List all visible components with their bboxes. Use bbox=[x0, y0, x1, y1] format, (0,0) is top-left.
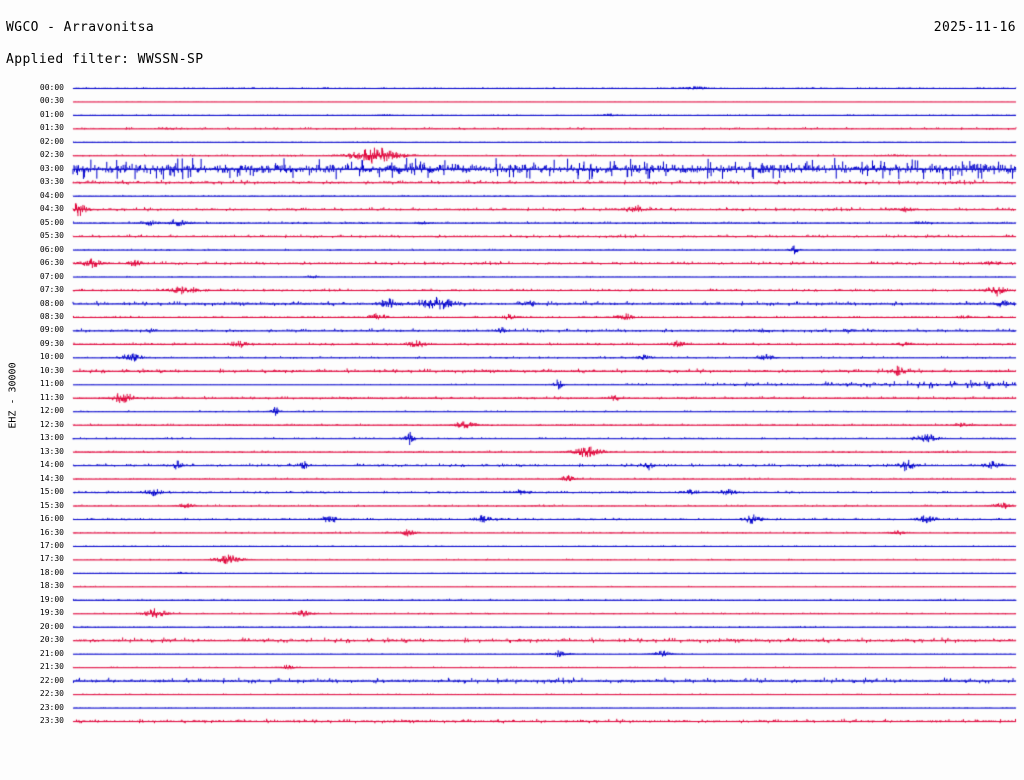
time-tick-label: 03:30 bbox=[39, 177, 64, 187]
time-tick-label: 00:30 bbox=[39, 96, 64, 106]
time-tick-label: 09:30 bbox=[39, 338, 64, 348]
time-tick-label: 15:00 bbox=[39, 487, 64, 497]
time-tick-label: 00:00 bbox=[39, 83, 64, 92]
time-tick-label: 18:00 bbox=[39, 567, 64, 577]
time-tick-label: 07:00 bbox=[39, 271, 64, 281]
time-tick-label: 11:00 bbox=[39, 379, 64, 389]
time-tick-label: 09:00 bbox=[39, 325, 64, 335]
time-tick-label: 19:00 bbox=[39, 594, 64, 604]
time-axis: 00:00 00:30 01:00 01:30 02:00 02:30 03:00 03:30… bbox=[0, 0, 72, 780]
time-tick-label: 01:00 bbox=[39, 109, 64, 119]
time-tick-label: 08:00 bbox=[39, 298, 64, 308]
time-tick-label: 19:30 bbox=[39, 608, 64, 618]
time-tick-label: 17:00 bbox=[39, 540, 64, 550]
time-tick-label: 20:30 bbox=[39, 635, 64, 645]
time-tick-label: 14:00 bbox=[39, 460, 64, 470]
time-tick-label: 20:00 bbox=[39, 621, 64, 631]
time-tick-label: 06:30 bbox=[39, 258, 64, 268]
time-tick-label: 06:00 bbox=[39, 244, 64, 254]
time-tick-label: 03:00 bbox=[39, 163, 64, 173]
time-tick-label: 05:00 bbox=[39, 217, 64, 227]
time-tick-label: 23:00 bbox=[39, 702, 64, 712]
time-tick-label: 22:00 bbox=[39, 675, 64, 685]
time-tick-label: 21:00 bbox=[39, 648, 64, 658]
time-tick-label: 10:30 bbox=[39, 365, 64, 375]
time-tick-label: 01:30 bbox=[39, 123, 64, 133]
time-tick-label: 04:00 bbox=[39, 190, 64, 200]
time-tick-label: 11:30 bbox=[39, 392, 64, 402]
time-tick-label: 21:30 bbox=[39, 662, 64, 672]
station-title: WGCO - Arravonitsa bbox=[6, 20, 155, 35]
time-tick-label: 07:30 bbox=[39, 285, 64, 295]
time-tick-label: 02:00 bbox=[39, 136, 64, 146]
time-tick-label: 13:30 bbox=[39, 446, 64, 456]
time-tick-label: 12:00 bbox=[39, 406, 64, 416]
time-tick-label: 16:30 bbox=[39, 527, 64, 537]
time-tick-label: 22:30 bbox=[39, 689, 64, 699]
time-tick-label: 18:30 bbox=[39, 581, 64, 591]
applied-filter-label: Applied filter: WWSSN-SP bbox=[6, 52, 204, 67]
time-tick-label: 14:30 bbox=[39, 473, 64, 483]
time-tick-label: 23:30 bbox=[39, 716, 64, 726]
time-tick-label: 02:30 bbox=[39, 150, 64, 160]
time-tick-label: 12:30 bbox=[39, 419, 64, 429]
time-tick-label: 17:30 bbox=[39, 554, 64, 564]
time-tick-label: 13:00 bbox=[39, 433, 64, 443]
time-tick-label: 04:30 bbox=[39, 204, 64, 214]
time-tick-label: 05:30 bbox=[39, 231, 64, 241]
time-tick-label: 15:30 bbox=[39, 500, 64, 510]
time-tick-label: 08:30 bbox=[39, 311, 64, 321]
date-label: 2025-11-16 bbox=[933, 20, 1016, 35]
time-tick-label: 10:00 bbox=[39, 352, 64, 362]
time-tick-label: 16:00 bbox=[39, 514, 64, 524]
